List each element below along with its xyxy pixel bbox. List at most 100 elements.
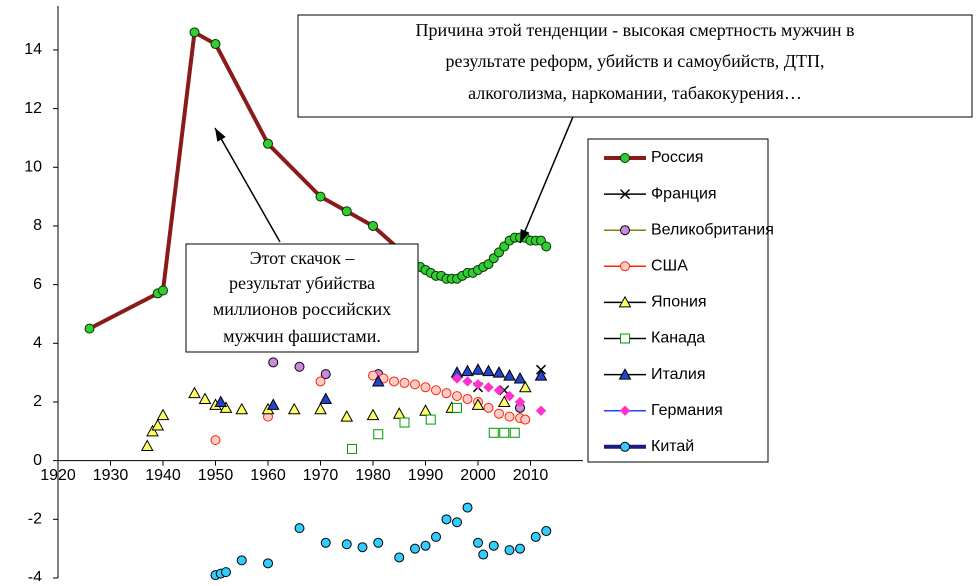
marker xyxy=(462,376,473,387)
marker xyxy=(488,540,499,551)
annotation-box xyxy=(297,14,973,118)
marker xyxy=(493,385,505,396)
marker xyxy=(392,407,406,419)
marker xyxy=(472,379,484,390)
y-tick-label: 6 xyxy=(33,276,42,293)
marker xyxy=(509,427,520,438)
y-tick-label: 0 xyxy=(33,452,42,469)
marker xyxy=(156,408,170,421)
marker xyxy=(541,241,552,252)
marker xyxy=(399,417,410,428)
marker xyxy=(513,371,527,384)
legend-label: Италия xyxy=(651,366,705,383)
y-tick-label: -4 xyxy=(28,569,42,581)
marker xyxy=(368,370,378,381)
marker xyxy=(441,388,452,399)
marker xyxy=(619,405,631,416)
marker xyxy=(294,361,305,372)
marker xyxy=(471,363,485,375)
marker xyxy=(410,379,420,390)
marker xyxy=(497,395,511,407)
marker xyxy=(478,549,489,560)
marker xyxy=(514,396,526,408)
y-tick-label: 2 xyxy=(33,393,42,410)
marker xyxy=(494,408,504,419)
annotation-text: мужчин фашистами. xyxy=(223,326,381,346)
marker xyxy=(483,382,494,393)
y-tick-label: -2 xyxy=(28,511,42,528)
annotation-text: алкоголизма, наркомании, табакокурения… xyxy=(468,83,802,103)
legend-label: Япония xyxy=(651,294,707,311)
marker xyxy=(462,394,473,405)
marker xyxy=(452,402,462,413)
annotation-text: Этот скачок – xyxy=(250,248,356,268)
marker xyxy=(482,364,495,377)
marker xyxy=(504,411,515,422)
marker xyxy=(431,385,441,396)
marker xyxy=(315,376,326,387)
legend-box xyxy=(587,138,769,463)
x-tick-label: 1960 xyxy=(250,467,286,484)
marker xyxy=(287,402,301,415)
marker xyxy=(158,285,168,296)
marker xyxy=(619,189,631,200)
marker xyxy=(425,414,436,425)
marker xyxy=(371,374,385,387)
legend-label: Канада xyxy=(651,330,705,347)
marker xyxy=(483,402,494,413)
marker xyxy=(84,323,95,334)
marker xyxy=(366,408,380,421)
marker xyxy=(518,380,532,393)
annotation-box xyxy=(185,243,419,353)
marker xyxy=(503,369,516,381)
marker xyxy=(221,567,231,578)
marker xyxy=(210,39,221,50)
marker xyxy=(210,435,221,446)
arrow-head xyxy=(215,128,226,142)
legend-label: Германия xyxy=(651,402,723,419)
marker xyxy=(198,392,212,405)
marker xyxy=(431,531,441,542)
marker xyxy=(394,552,405,563)
marker xyxy=(347,443,357,454)
arrow xyxy=(519,111,576,244)
marker xyxy=(410,543,420,554)
legend-label: Великобритания xyxy=(651,221,774,238)
marker xyxy=(618,368,632,380)
marker xyxy=(294,523,305,534)
x-tick-label: 1950 xyxy=(198,467,234,484)
marker xyxy=(340,410,354,422)
marker xyxy=(189,27,200,38)
marker xyxy=(473,537,483,548)
legend-label: США xyxy=(651,258,688,275)
legend-label: Франция xyxy=(651,185,717,202)
x-tick-label: 1920 xyxy=(40,467,76,484)
marker xyxy=(541,526,552,537)
marker xyxy=(451,373,463,384)
marker xyxy=(530,531,541,542)
marker xyxy=(219,401,233,413)
x-tick-label: 1940 xyxy=(145,467,181,484)
marker xyxy=(315,191,326,202)
y-tick-label: 14 xyxy=(24,41,42,58)
marker xyxy=(320,369,331,380)
marker xyxy=(420,382,431,393)
marker xyxy=(515,543,525,554)
marker xyxy=(620,333,630,344)
marker xyxy=(452,517,462,528)
marker xyxy=(462,502,473,513)
marker xyxy=(620,225,630,236)
x-tick-label: 1970 xyxy=(303,467,339,484)
marker xyxy=(499,427,510,438)
marker xyxy=(420,540,431,551)
y-tick-label: 10 xyxy=(24,158,42,175)
annotation-text: миллионов российских xyxy=(213,299,391,319)
marker xyxy=(314,402,327,415)
x-tick-label: 1980 xyxy=(355,467,391,484)
marker xyxy=(373,429,384,440)
marker xyxy=(620,441,630,452)
marker xyxy=(368,220,378,231)
legend-label: Россия xyxy=(651,149,703,166)
x-tick-label: 1930 xyxy=(93,467,129,484)
